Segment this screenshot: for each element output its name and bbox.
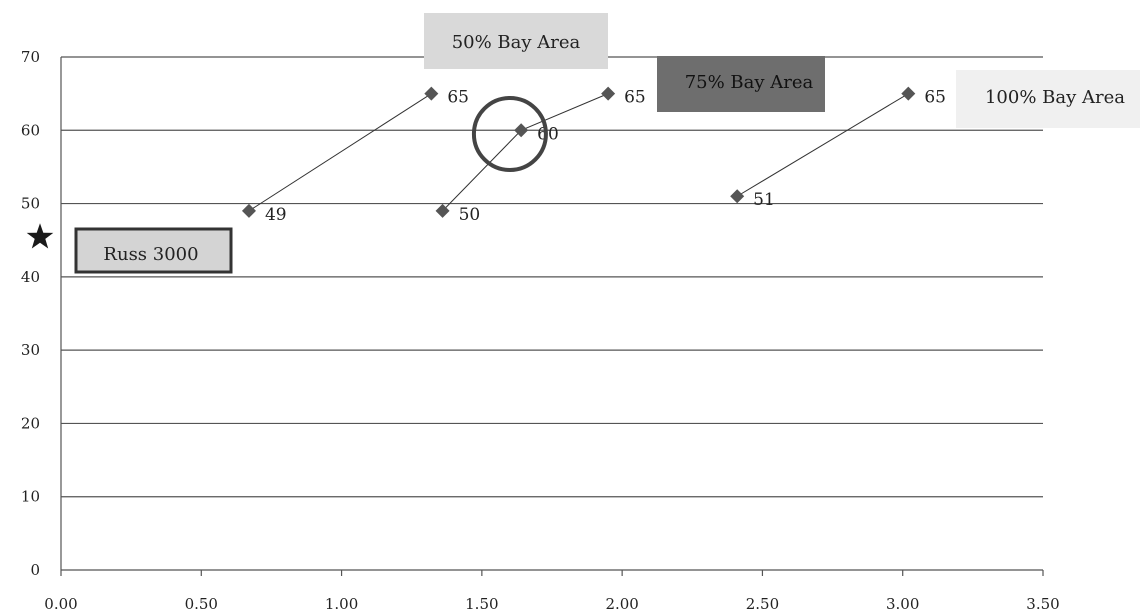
y-tick-label: 40 bbox=[21, 268, 40, 286]
data-point bbox=[514, 123, 529, 138]
data-label: 49 bbox=[265, 205, 287, 225]
data-labels: 49 65 50 60 65 51 65 bbox=[265, 88, 946, 225]
x-tick-labels: 0.00 0.50 1.00 1.50 2.00 2.50 3.00 3.50 bbox=[44, 595, 1059, 613]
x-tick-label: 1.00 bbox=[325, 595, 358, 613]
series-line bbox=[248, 93, 432, 212]
y-tick-label: 30 bbox=[21, 341, 40, 359]
x-tick-label: 2.50 bbox=[746, 595, 779, 613]
y-tick-label: 10 bbox=[21, 488, 40, 506]
data-point bbox=[241, 203, 256, 218]
x-tick-label: 0.00 bbox=[44, 595, 77, 613]
data-label: 65 bbox=[624, 88, 646, 108]
data-point bbox=[730, 189, 745, 204]
annotation-box bbox=[956, 70, 1140, 128]
grid-lines bbox=[61, 56, 1043, 498]
y-tick-label: 20 bbox=[21, 414, 40, 432]
series-line bbox=[442, 93, 609, 212]
data-point bbox=[901, 86, 916, 101]
data-label: 51 bbox=[753, 190, 775, 210]
y-tick-label: 0 bbox=[30, 561, 40, 579]
x-tick-label: 0.50 bbox=[185, 595, 218, 613]
data-label: 50 bbox=[459, 205, 481, 225]
annotation-box bbox=[424, 13, 608, 69]
x-tick-label: 1.50 bbox=[465, 595, 498, 613]
data-point bbox=[601, 86, 616, 101]
annotation-label: 50% Bay Area bbox=[452, 32, 581, 53]
data-label: 65 bbox=[447, 88, 469, 108]
y-tick-label: 50 bbox=[21, 195, 40, 213]
x-tick-label: 2.00 bbox=[605, 595, 638, 613]
annotation-label: Russ 3000 bbox=[103, 244, 198, 265]
series-line bbox=[736, 93, 909, 197]
annotation-label: 100% Bay Area bbox=[985, 87, 1125, 108]
y-tick-labels: 0 10 20 30 40 50 60 70 bbox=[21, 48, 40, 579]
data-point bbox=[424, 86, 439, 101]
x-tick-label: 3.00 bbox=[886, 595, 919, 613]
y-tick-label: 60 bbox=[21, 121, 40, 139]
benchmark-star-icon bbox=[26, 223, 54, 249]
x-tick-label: 3.50 bbox=[1026, 595, 1059, 613]
y-tick-label: 70 bbox=[21, 48, 40, 66]
highlight-circle bbox=[471, 95, 548, 172]
data-label: 60 bbox=[537, 124, 559, 144]
annotation-box bbox=[74, 227, 233, 274]
data-point bbox=[435, 203, 450, 218]
axes bbox=[60, 57, 1044, 576]
annotation-box bbox=[657, 56, 825, 112]
annotation-label: 75% Bay Area bbox=[685, 72, 814, 93]
data-points bbox=[241, 86, 916, 218]
chart-annotations: 50% Bay Area 75% Bay Area 100% Bay Area Rus… bbox=[26, 13, 1140, 274]
data-label: 65 bbox=[924, 88, 946, 108]
